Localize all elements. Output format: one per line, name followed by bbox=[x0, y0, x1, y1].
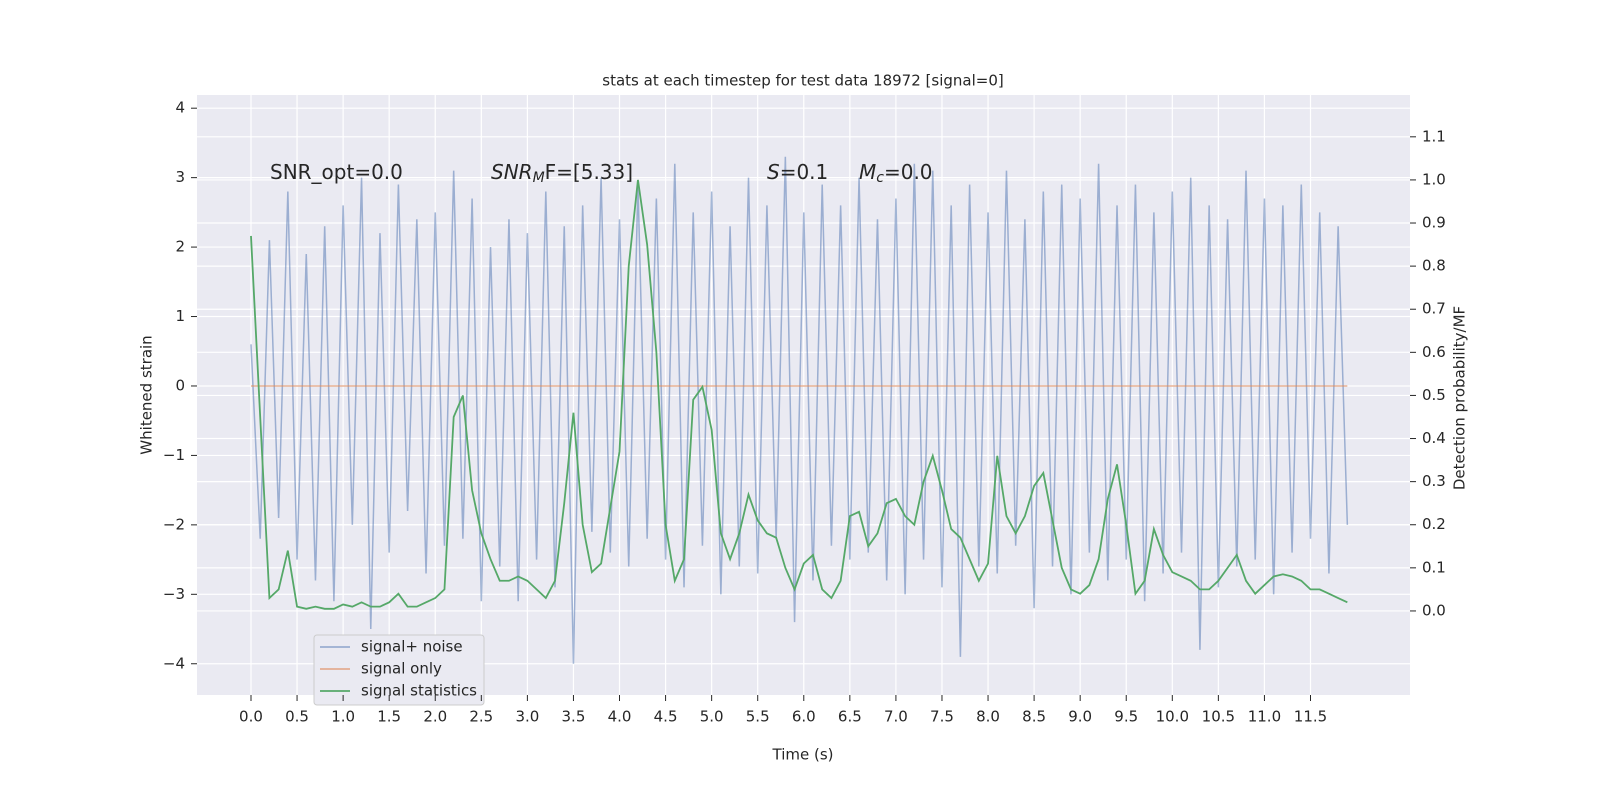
annotation: SNR_opt=0.0 bbox=[270, 160, 403, 184]
y-tick-label: 0 bbox=[175, 376, 185, 394]
legend-box bbox=[313, 634, 485, 706]
x-tick-label: 1.0 bbox=[331, 708, 355, 726]
x-tick-label: 1.5 bbox=[377, 708, 401, 726]
y-axis-label: Whitened strain bbox=[138, 335, 156, 454]
y-tick-label: −4 bbox=[163, 654, 185, 672]
annotation-tail: F=[5.33] bbox=[545, 160, 633, 184]
x-tick-label: 10.0 bbox=[1156, 708, 1189, 726]
y2-tick-label: 0.1 bbox=[1422, 558, 1446, 576]
legend-label: signal only bbox=[361, 660, 442, 678]
x-tick-label: 6.0 bbox=[792, 708, 816, 726]
y-tick-label: 2 bbox=[175, 238, 185, 256]
annotation-symbol: S bbox=[767, 160, 780, 184]
x-tick-label: 7.0 bbox=[884, 708, 908, 726]
y2-tick-label: 1.0 bbox=[1422, 170, 1446, 188]
series-line bbox=[250, 179, 1348, 610]
annotation-tail: =0.0 bbox=[884, 160, 933, 184]
x-tick-label: 6.5 bbox=[838, 708, 862, 726]
x-tick-label: 11.0 bbox=[1248, 708, 1281, 726]
annotation-symbol: M bbox=[859, 160, 876, 184]
x-tick-label: 8.0 bbox=[976, 708, 1000, 726]
x-tick-label: 2.0 bbox=[423, 708, 447, 726]
y2-tick-label: 0.3 bbox=[1422, 472, 1446, 490]
x-tick-label: 3.0 bbox=[515, 708, 539, 726]
annotation-subscript: c bbox=[876, 170, 884, 186]
y2-tick-label: 0.2 bbox=[1422, 515, 1446, 533]
x-tick-label: 0.5 bbox=[285, 708, 309, 726]
x-tick-label: 4.5 bbox=[654, 708, 678, 726]
annotation: S=0.1 bbox=[767, 160, 828, 184]
legend: signal+ noise signal only signal statistic… bbox=[313, 634, 485, 706]
x-tick-label: 9.0 bbox=[1068, 708, 1092, 726]
x-tick-label: 5.5 bbox=[746, 708, 770, 726]
y2-axis-label: Detection probability/MF bbox=[1451, 306, 1469, 490]
y2-tick-label: 0.5 bbox=[1422, 386, 1446, 404]
y2-tick-label: 0.6 bbox=[1422, 343, 1446, 361]
y-tick-label: 4 bbox=[175, 99, 185, 117]
x-tick-label: 5.0 bbox=[700, 708, 724, 726]
y-tick-label: 1 bbox=[175, 307, 185, 325]
x-tick-label: 2.5 bbox=[469, 708, 493, 726]
x-tick-label: 4.0 bbox=[608, 708, 632, 726]
y2-tick-label: 0.4 bbox=[1422, 429, 1446, 447]
chart-title: stats at each timestep for test data 189… bbox=[602, 72, 1003, 90]
series-line bbox=[250, 156, 1349, 664]
annotation: SNRMF=[5.33] bbox=[491, 160, 633, 187]
x-tick-label: 10.5 bbox=[1202, 708, 1235, 726]
y-tick-label: 3 bbox=[175, 168, 185, 186]
annotations: SNR_opt=0.0 SNRMF=[5.33] S=0.1 Mc=0.0 bbox=[270, 160, 933, 187]
legend-label: signal+ noise bbox=[361, 638, 463, 656]
annotation-symbol: SNR bbox=[491, 160, 533, 184]
annotation-subscript: M bbox=[533, 170, 545, 186]
y-tick-label: −2 bbox=[163, 515, 185, 533]
y2-tick-label: 0.0 bbox=[1422, 601, 1446, 619]
y-tick-label: −1 bbox=[163, 446, 185, 464]
x-tick-label: 8.5 bbox=[1022, 708, 1046, 726]
x-tick-label: 11.5 bbox=[1294, 708, 1327, 726]
annotation-tail: =0.1 bbox=[780, 160, 829, 184]
y2-tick-label: 0.7 bbox=[1422, 300, 1446, 318]
legend-label: signal statistics bbox=[361, 682, 477, 700]
y2-tick-label: 0.9 bbox=[1422, 214, 1446, 232]
y-tick-label: −3 bbox=[163, 585, 185, 603]
annotation: Mc=0.0 bbox=[859, 160, 933, 187]
x-tick-label: 9.5 bbox=[1114, 708, 1138, 726]
x-tick-label: 7.5 bbox=[930, 708, 954, 726]
x-tick-label: 0.0 bbox=[239, 708, 263, 726]
annotation-text: SNR_opt=0.0 bbox=[270, 160, 403, 184]
x-axis-label: Time (s) bbox=[772, 746, 834, 764]
x-tick-label: 3.5 bbox=[562, 708, 586, 726]
y2-tick-label: 1.1 bbox=[1422, 127, 1446, 145]
lines bbox=[250, 156, 1349, 664]
y2-tick-label: 0.8 bbox=[1422, 257, 1446, 275]
